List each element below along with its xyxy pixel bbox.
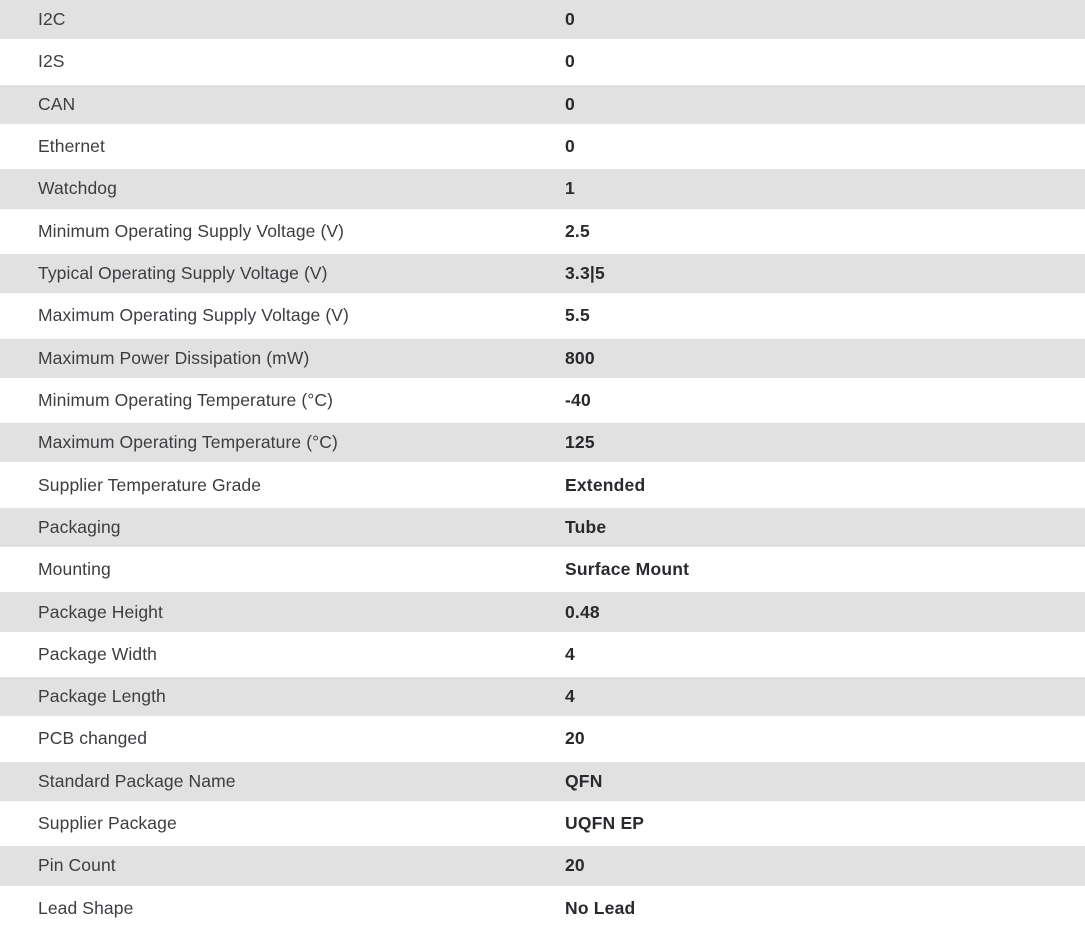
spec-row-value: 20 <box>565 728 585 749</box>
spec-row-value: 2.5 <box>565 220 590 241</box>
spec-row-label: Ethernet <box>38 136 105 157</box>
spec-row: Minimum Operating Supply Voltage (V) 2.5 <box>0 211 1085 254</box>
spec-row-label: Pin Count <box>38 855 116 876</box>
spec-row-value: 0 <box>565 9 575 30</box>
spec-row-value: 4 <box>565 686 575 707</box>
spec-row-label: Supplier Package <box>38 813 177 834</box>
spec-row: Supplier Package UQFN EP <box>0 803 1085 847</box>
spec-row-label: Maximum Operating Supply Voltage (V) <box>38 305 349 326</box>
spec-row-label: CAN <box>38 93 76 114</box>
spec-row-label: I2C <box>38 9 66 30</box>
spec-row: Minimum Operating Temperature (°C) -40 <box>0 380 1085 424</box>
spec-row: Packaging Tube <box>0 507 1085 551</box>
spec-row-label: Package Length <box>38 686 166 707</box>
spec-row: Pin Count 20 <box>0 846 1085 889</box>
spec-row: I2S 0 <box>0 42 1085 85</box>
spec-row-label: PCB changed <box>38 728 148 749</box>
spec-row: Ethernet 0 <box>0 126 1085 170</box>
spec-row-label: Minimum Operating Supply Voltage (V) <box>38 220 345 241</box>
spec-row: Package Length 4 <box>0 677 1085 720</box>
spec-row: CAN 0 <box>0 84 1085 127</box>
spec-row: Mounting Surface Mount <box>0 550 1085 593</box>
spec-row-value: 0 <box>565 136 575 157</box>
spec-row-value: 4 <box>565 643 575 664</box>
spec-row-label: Typical Operating Supply Voltage (V) <box>38 263 328 284</box>
spec-row-value: 800 <box>565 347 595 368</box>
spec-row-label: Lead Shape <box>38 897 134 918</box>
spec-row: Typical Operating Supply Voltage (V) 3.3|… <box>0 253 1085 297</box>
spec-row-value: 5.5 <box>565 305 590 326</box>
spec-row: Maximum Operating Temperature (°C) 125 <box>0 423 1085 466</box>
spec-row-value: 125 <box>565 432 595 453</box>
spec-row-label: Package Width <box>38 643 157 664</box>
spec-row-label: Watchdog <box>38 178 117 199</box>
spec-row-label: Maximum Power Dissipation (mW) <box>38 347 310 368</box>
spec-row: Lead Shape No Lead <box>0 888 1085 931</box>
spec-row: Standard Package Name QFN <box>0 761 1085 804</box>
spec-row-value: UQFN EP <box>565 813 645 834</box>
spec-row: Watchdog 1 <box>0 169 1085 212</box>
spec-row: PCB changed 20 <box>0 719 1085 762</box>
spec-row: Supplier Temperature Grade Extended <box>0 465 1085 508</box>
spec-row: Package Height 0.48 <box>0 592 1085 635</box>
spec-row: Package Width 4 <box>0 634 1085 677</box>
spec-row: I2C 0 <box>0 0 1085 43</box>
spec-row-value: 3.3|5 <box>565 263 605 284</box>
spec-row-value: 0.48 <box>565 601 600 622</box>
spec-row-value: Tube <box>565 516 607 537</box>
spec-row-value: Surface Mount <box>565 559 690 580</box>
spec-row: Maximum Operating Supply Voltage (V) 5.5 <box>0 296 1085 339</box>
spec-row: Maximum Power Dissipation (mW) 800 <box>0 338 1085 381</box>
spec-row-label: Mounting <box>38 559 111 580</box>
spec-row-label: Standard Package Name <box>38 770 236 791</box>
spec-row-label: Packaging <box>38 516 121 537</box>
spec-row-value: 20 <box>565 855 585 876</box>
spec-row-value: QFN <box>565 770 603 791</box>
spec-row-value: Extended <box>565 474 646 495</box>
spec-row-label: I2S <box>38 51 65 72</box>
spec-row-label: Minimum Operating Temperature (°C) <box>38 389 334 410</box>
spec-row-value: No Lead <box>565 897 636 918</box>
spec-row-label: Package Height <box>38 601 163 622</box>
spec-row-value: -40 <box>565 389 591 410</box>
spec-row-value: 1 <box>565 178 575 199</box>
spec-row-value: 0 <box>565 51 575 72</box>
spec-row-label: Supplier Temperature Grade <box>38 474 262 495</box>
spec-row-label: Maximum Operating Temperature (°C) <box>38 432 338 453</box>
spec-row-value: 0 <box>565 93 575 114</box>
